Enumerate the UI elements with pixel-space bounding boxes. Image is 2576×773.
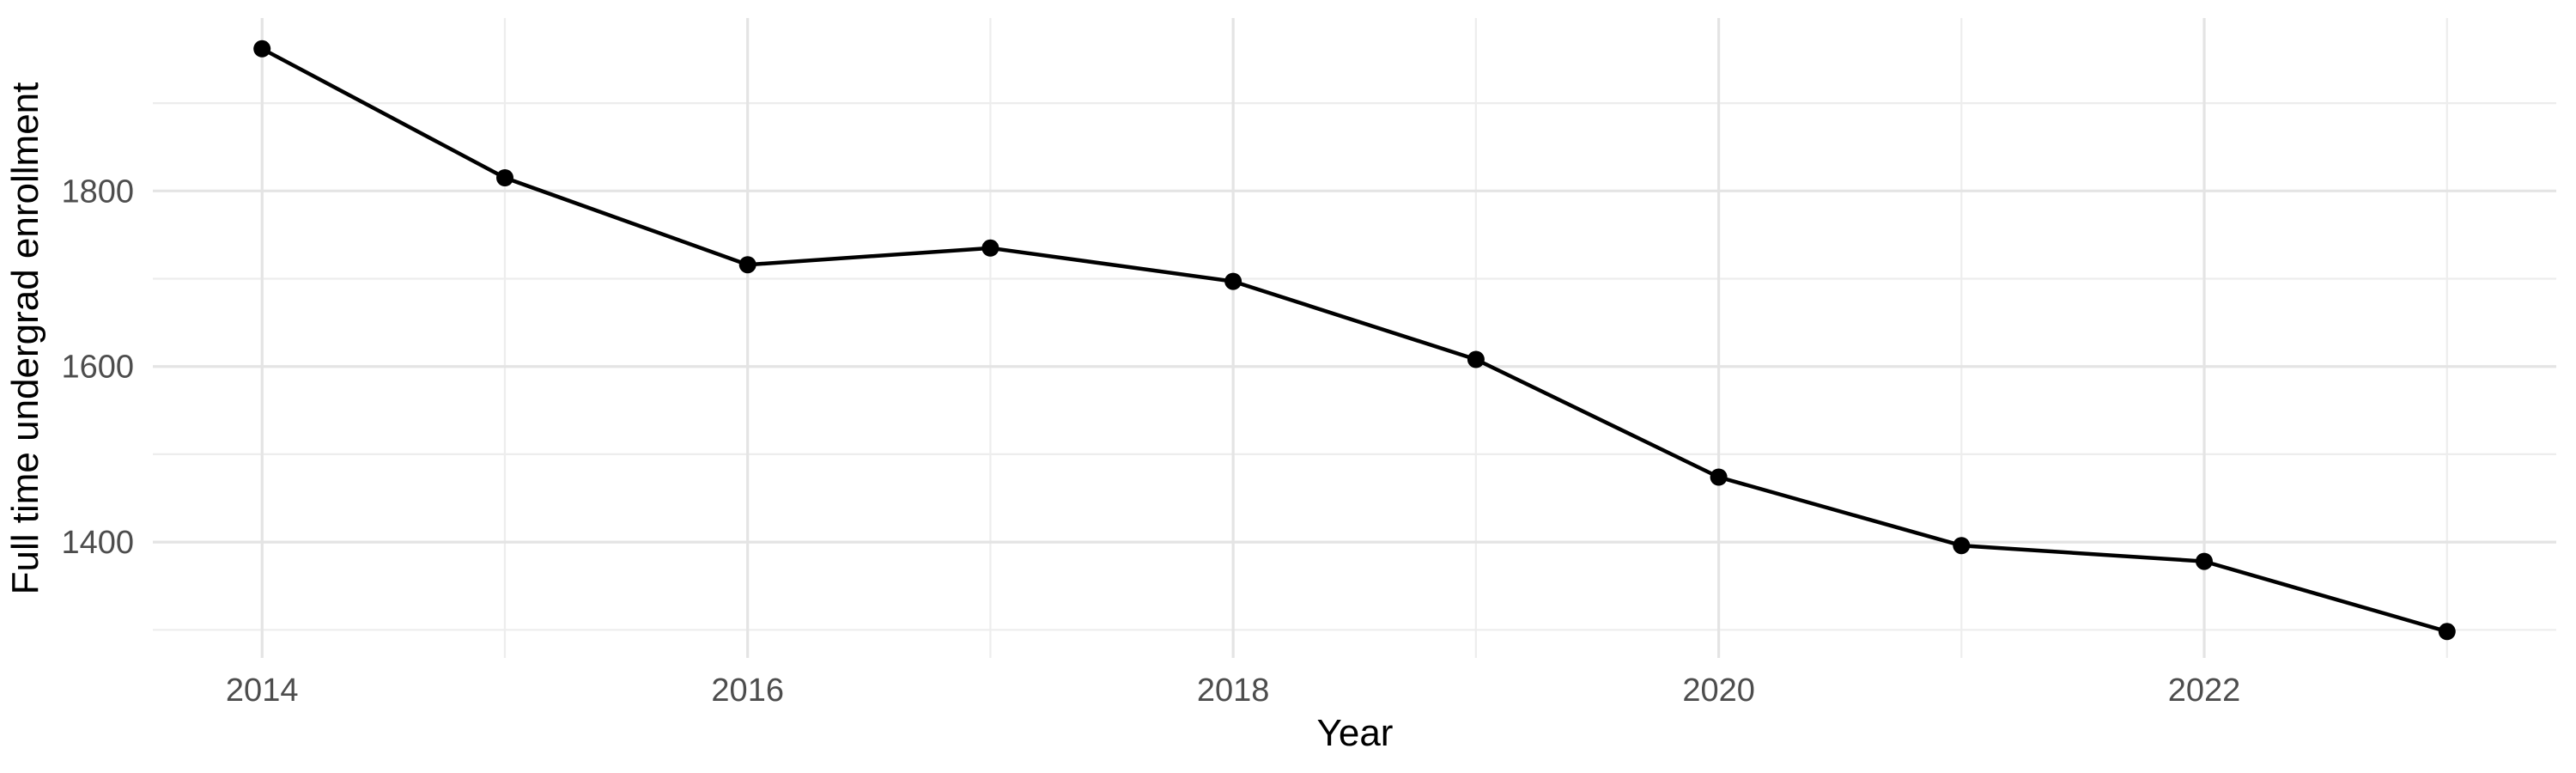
data-point — [253, 40, 271, 58]
x-tick-label: 2016 — [711, 673, 784, 709]
x-tick-label: 2020 — [1682, 673, 1755, 709]
enrollment-series — [253, 40, 2456, 641]
y-axis-title: Full time undergrad enrollment — [4, 82, 46, 595]
y-tick-label: 1800 — [61, 173, 134, 210]
data-point — [738, 256, 756, 274]
x-tick-label: 2022 — [2168, 673, 2241, 709]
data-point — [1467, 350, 1485, 368]
y-axis-tick-labels: 1400 1600 1800 — [61, 173, 134, 561]
data-point — [1224, 272, 1242, 290]
y-tick-label: 1600 — [61, 350, 134, 386]
y-tick-label: 1400 — [61, 525, 134, 561]
data-point — [2196, 552, 2213, 570]
x-tick-label: 2014 — [226, 673, 299, 709]
data-point — [981, 239, 999, 257]
data-point — [1710, 468, 1728, 486]
x-axis-title: Year — [1317, 712, 1394, 754]
data-point — [1953, 537, 1971, 555]
gridlines-minor — [153, 18, 2556, 658]
x-tick-label: 2018 — [1197, 673, 1270, 709]
gridlines-major — [153, 18, 2556, 658]
x-axis-tick-labels: 2014 2016 2018 2020 2022 — [226, 673, 2240, 709]
data-point — [496, 169, 513, 186]
series-line — [259, 46, 2450, 634]
data-point — [2438, 623, 2456, 641]
